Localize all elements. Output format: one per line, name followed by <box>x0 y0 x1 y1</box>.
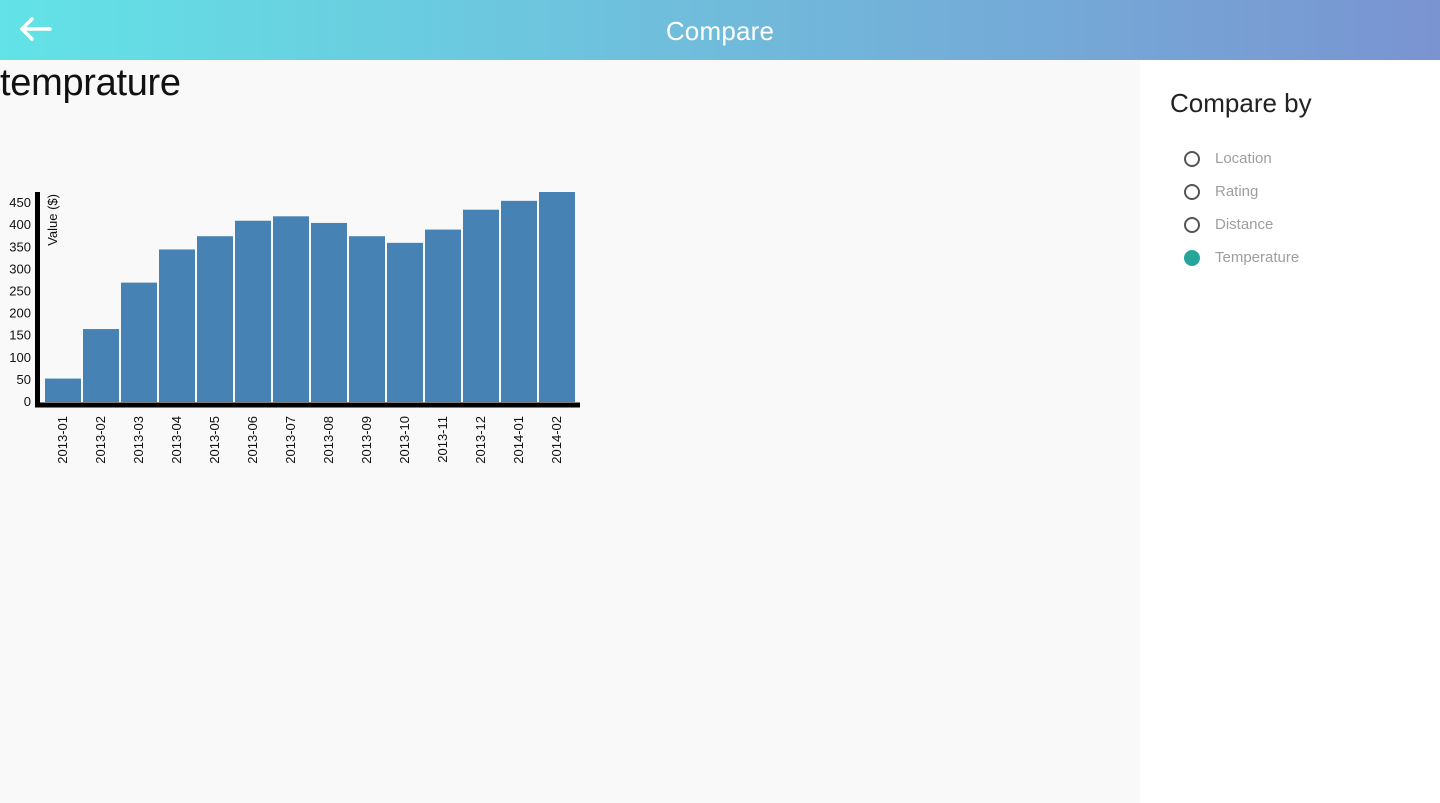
option-label: Distance <box>1215 216 1274 233</box>
x-tick-label: 2013-02 <box>93 416 108 464</box>
x-tick-label: 2013-09 <box>359 416 374 464</box>
y-tick-label: 300 <box>9 261 31 276</box>
bar-2013-12 <box>463 209 499 402</box>
x-tick-label: 2013-11 <box>435 416 450 463</box>
bar-2013-04 <box>159 249 195 402</box>
y-tick-label: 450 <box>9 195 31 210</box>
y-tick-label: 100 <box>9 350 31 365</box>
x-tick-label: 2013-05 <box>207 416 222 464</box>
bar-2013-11 <box>425 229 461 402</box>
option-label: Location <box>1215 150 1272 167</box>
compare-sidebar: Compare by Location Rating Distance Temp… <box>1140 60 1440 803</box>
y-tick-label: 250 <box>9 283 31 298</box>
bar-2013-09 <box>349 236 385 402</box>
y-axis-label: Value ($) <box>45 194 60 246</box>
x-tick-label: 2013-12 <box>473 416 488 464</box>
option-label: Rating <box>1215 183 1259 200</box>
arrow-left-icon <box>20 17 52 41</box>
bar-2013-01 <box>45 378 81 402</box>
x-tick-label: 2013-03 <box>131 416 146 464</box>
y-tick-label: 50 <box>17 372 31 387</box>
option-label: Temperature <box>1215 249 1300 266</box>
x-tick-label: 2013-08 <box>321 416 336 464</box>
x-tick-label: 2013-06 <box>245 416 260 464</box>
option-location[interactable]: Location <box>1184 142 1299 175</box>
compare-options: Location Rating Distance Temperature <box>1184 142 1299 274</box>
x-tick-label: 2014-01 <box>511 416 526 464</box>
option-temperature[interactable]: Temperature <box>1184 241 1299 274</box>
bar-2013-07 <box>273 216 309 402</box>
chart-heading: temprature <box>0 62 181 104</box>
radio-icon[interactable] <box>1184 150 1200 167</box>
bar-2013-05 <box>197 236 233 402</box>
page-title: Compare <box>665 16 775 46</box>
y-tick-label: 200 <box>9 306 31 321</box>
y-tick-label: 400 <box>9 217 31 232</box>
back-button[interactable] <box>16 12 56 46</box>
bar-2013-08 <box>311 222 347 402</box>
option-distance[interactable]: Distance <box>1184 208 1299 241</box>
bar-2013-06 <box>235 220 271 402</box>
radio-icon[interactable] <box>1184 249 1200 266</box>
main-content: temprature 0 50 100 150 200 250 300 350 400 450 Va… <box>0 60 1140 803</box>
bar-2013-03 <box>121 282 157 402</box>
option-rating[interactable]: Rating <box>1184 175 1299 208</box>
app-header: Compare <box>0 0 1440 60</box>
y-tick-label: 350 <box>9 239 31 254</box>
bar-2014-01 <box>501 200 537 402</box>
bar-chart: 0 50 100 150 200 250 300 350 400 450 Value ($) 2013… <box>9 192 580 464</box>
radio-icon[interactable] <box>1184 216 1200 233</box>
y-tick-label: 0 <box>24 394 31 409</box>
y-tick-label: 150 <box>9 328 31 343</box>
bar-2013-10 <box>387 242 423 402</box>
x-tick-label: 2013-07 <box>283 416 298 464</box>
sidebar-title: Compare by <box>1170 88 1312 118</box>
x-tick-label: 2013-01 <box>55 416 70 464</box>
radio-icon[interactable] <box>1184 183 1200 200</box>
x-tick-label: 2014-02 <box>549 416 564 464</box>
bar-2014-02 <box>539 192 575 402</box>
bar-2013-02 <box>83 329 119 402</box>
x-tick-label: 2013-10 <box>397 416 412 464</box>
x-tick-label: 2013-04 <box>169 416 184 464</box>
